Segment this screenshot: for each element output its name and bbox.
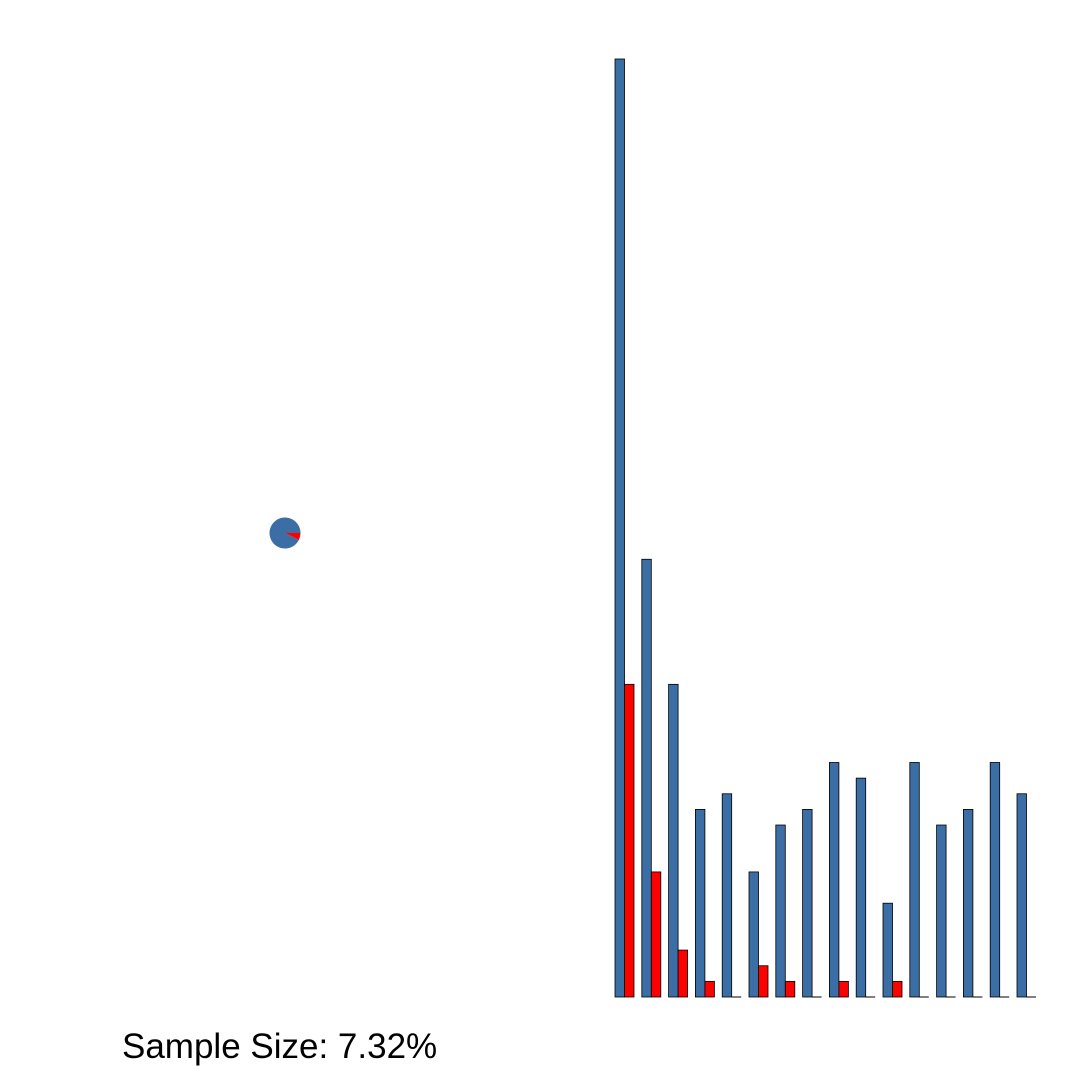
population-bar-15 [989, 762, 1001, 998]
population-bar-1 [614, 58, 625, 998]
population-bar-11 [882, 902, 893, 998]
population-bar-3 [668, 683, 679, 998]
sample-bar-1 [624, 683, 635, 998]
population-bar-6 [748, 871, 759, 998]
sample-size-caption: Sample Size: 7.32% [122, 1027, 438, 1066]
population-bar-9 [829, 762, 840, 998]
sample-bar-3 [677, 949, 688, 998]
population-bar-4 [695, 809, 706, 998]
sample-bar-9 [838, 980, 849, 998]
pie-slice-2 [285, 533, 301, 540]
population-bar-14 [963, 809, 974, 998]
population-bar-8 [802, 809, 813, 998]
population-bar-16 [1016, 793, 1027, 998]
population-bar-7 [775, 824, 786, 998]
population-bar-10 [855, 777, 867, 998]
sample-bar-4 [704, 980, 715, 998]
sample-bar-2 [650, 871, 662, 998]
grouped-bar-chart [614, 58, 1036, 998]
sample-bar-11 [892, 980, 903, 998]
sample-bar-7 [784, 980, 796, 998]
population-bar-2 [641, 558, 652, 998]
population-bar-13 [936, 824, 947, 998]
population-bar-5 [721, 793, 733, 998]
sample-bar-6 [758, 965, 769, 998]
sample-pie-chart [269, 517, 301, 549]
population-bar-12 [909, 762, 920, 998]
